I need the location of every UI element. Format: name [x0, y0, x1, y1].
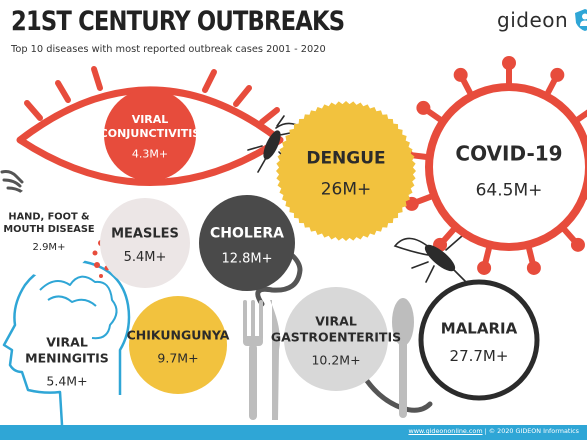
- intestine-line-lower: [362, 375, 433, 413]
- bubble-hfmd: HAND, FOOT & MOUTH DISEASE 2.9M+: [2, 183, 96, 277]
- bubble-value-cholera: 12.8M+: [221, 252, 272, 267]
- bubble-circle-measles: [100, 198, 190, 288]
- bubble-chik: CHIKUNGUNYA 9.7M+: [127, 296, 230, 394]
- bubble-circle-hfmd: [2, 183, 96, 277]
- bubble-label-measles: MEASLES: [111, 226, 179, 241]
- bubble-label-dengue: DENGUE: [306, 149, 385, 169]
- bubble-label-meningitis: MENINGITIS: [25, 351, 109, 366]
- cutlery-icon: [243, 298, 414, 420]
- bubble-value-dengue: 26M+: [321, 180, 372, 200]
- bubble-label-hfmd: MOUTH DISEASE: [3, 224, 94, 235]
- bubble-circle-dengue: [276, 101, 416, 241]
- bubble-label-conj: CONJUNCTIVITIS: [100, 127, 201, 140]
- bubble-value-meningitis: 5.4M+: [46, 373, 87, 388]
- mosquito-icon-malaria: [393, 235, 467, 283]
- bubble-measles: MEASLES 5.4M+: [100, 198, 190, 288]
- bubble-circle-conj: [104, 89, 196, 181]
- virus-spike-tip: [477, 260, 492, 275]
- bubble-value-covid: 64.5M+: [476, 180, 543, 200]
- bubble-label-conj: VIRAL: [132, 113, 169, 126]
- bubble-malaria: MALARIA 27.7M+: [418, 279, 540, 401]
- bubble-value-measles: 5.4M+: [124, 250, 167, 265]
- bubble-circle-covid: [425, 83, 587, 251]
- bubble-label-malaria: MALARIA: [441, 319, 518, 337]
- hand-icon: [0, 170, 24, 194]
- bubble-cholera: CHOLERA 12.8M+: [199, 195, 295, 291]
- bubble-label-covid: COVID-19: [455, 141, 562, 165]
- virus-spike: [575, 109, 587, 123]
- virus-spike-tip: [404, 196, 419, 211]
- virus-spike-tip: [453, 67, 468, 82]
- bubble-label-gastro: GASTROENTERITIS: [271, 330, 401, 345]
- footer-link[interactable]: www.gideononline.com: [408, 427, 483, 435]
- head-outline-icon: [2, 260, 131, 425]
- bubble-label-gastro: VIRAL: [315, 314, 357, 329]
- eye-icon: [16, 66, 284, 186]
- virus-spike-tip: [550, 67, 565, 82]
- page-title: 21ST CENTURY OUTBREAKS: [11, 6, 345, 37]
- bubble-circle-cholera: [199, 195, 295, 291]
- page-subtitle: Top 10 diseases with most reported outbr…: [11, 44, 326, 55]
- bubble-value-chik: 9.7M+: [157, 350, 198, 365]
- bubble-value-malaria: 27.7M+: [450, 347, 509, 365]
- virus-icon: [398, 56, 587, 275]
- virus-spike-tip: [526, 260, 541, 275]
- bubble-value-gastro: 10.2M+: [311, 352, 360, 367]
- virus-spike-tip: [502, 56, 516, 70]
- bubble-dengue: DENGUE 26M+: [276, 101, 416, 241]
- bubble-label-meningitis: VIRAL: [46, 335, 88, 350]
- footer-bar: www.gideononline.com | © 2020 GIDEON Inf…: [0, 425, 587, 440]
- shield-person-icon: [575, 9, 587, 31]
- bubble-label-cholera: CHOLERA: [210, 226, 284, 242]
- bubble-circle-gastro: [284, 287, 388, 391]
- virus-spike-tip: [416, 100, 431, 115]
- bubble-value-conj: 4.3M+: [132, 147, 168, 160]
- bubble-chart: COVID-19 64.5M+ MALARIA 27.7M+ DENGUE 26M+ CHO…: [0, 56, 587, 425]
- bubble-label-hfmd: HAND, FOOT &: [8, 211, 90, 222]
- brand-name: gideon: [497, 8, 569, 32]
- bubble-value-hfmd: 2.9M+: [33, 242, 66, 253]
- virus-spike-tip: [570, 237, 585, 252]
- bubble-covid: COVID-19 64.5M+: [425, 83, 587, 251]
- bubble-label-chik: CHIKUNGUNYA: [127, 328, 230, 343]
- footer-copyright: | © 2020 GIDEON Informatics: [482, 427, 579, 435]
- footer-credit: www.gideononline.com | © 2020 GIDEON Inf…: [408, 427, 579, 435]
- brand-logo[interactable]: gideon: [497, 8, 587, 32]
- bubble-circle-chik: [129, 296, 227, 394]
- bubble-circle-malaria: [418, 279, 540, 401]
